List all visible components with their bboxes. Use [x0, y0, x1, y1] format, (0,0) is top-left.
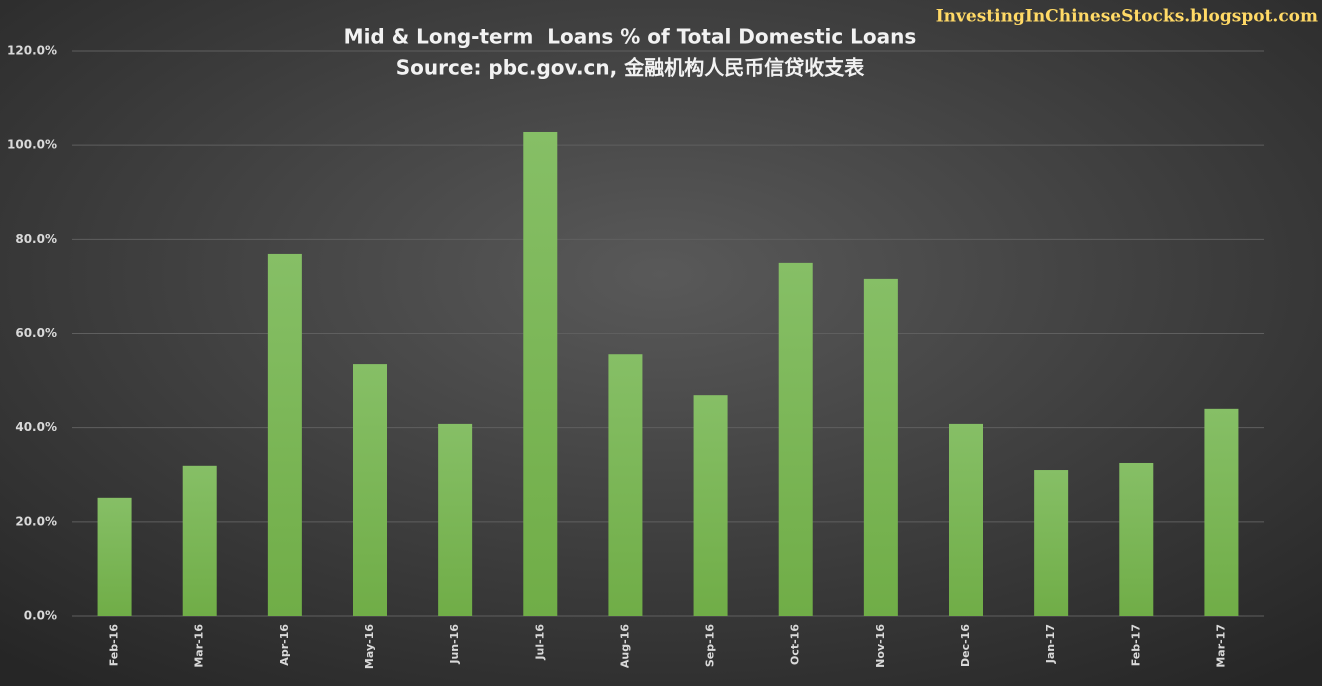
bar [353, 364, 387, 616]
x-tick-label: Feb-16 [108, 624, 121, 667]
bar [523, 131, 558, 616]
y-tick-label: 20.0% [15, 514, 57, 528]
bar [693, 395, 728, 616]
y-tick-label: 120.0% [7, 44, 57, 58]
bar [608, 354, 643, 616]
x-tick-label: Dec-16 [959, 624, 972, 667]
chart-title: Mid & Long-term Loans % of Total Domesti… [344, 25, 917, 49]
bar [97, 497, 132, 616]
y-tick-label: 60.0% [15, 326, 57, 340]
x-tick-label: Oct-16 [789, 624, 802, 665]
watermark: InvestingInChineseStocks.blogspot.com [936, 7, 1318, 27]
x-tick-label: Feb-17 [1129, 624, 1142, 666]
x-tick-label: Aug-16 [618, 624, 631, 668]
bar [267, 253, 302, 616]
bar [778, 262, 813, 616]
bar [1204, 408, 1239, 616]
x-tick-label: Apr-16 [278, 624, 291, 666]
bar [863, 278, 898, 616]
x-tick-label: Mar-17 [1214, 624, 1227, 668]
bar [949, 423, 983, 616]
x-tick-label: Sep-16 [704, 624, 717, 667]
bar [438, 423, 473, 616]
bar [182, 465, 217, 616]
bar [1034, 470, 1069, 616]
x-tick-label: Nov-16 [874, 624, 887, 668]
y-tick-label: 40.0% [15, 420, 57, 434]
x-tick-label: Mar-16 [193, 624, 206, 668]
x-tick-label: May-16 [363, 624, 376, 669]
y-tick-label: 100.0% [7, 138, 57, 152]
x-tick-label: Jan-17 [1044, 624, 1057, 664]
x-tick-label: Jun-16 [448, 624, 461, 665]
y-tick-label: 80.0% [15, 232, 57, 246]
chart-subtitle: Source: pbc.gov.cn, 金融机构人民币信贷收支表 [396, 56, 865, 80]
bar [1119, 462, 1154, 616]
y-tick-label: 0.0% [24, 609, 57, 623]
x-tick-label: Jul-16 [533, 624, 546, 661]
